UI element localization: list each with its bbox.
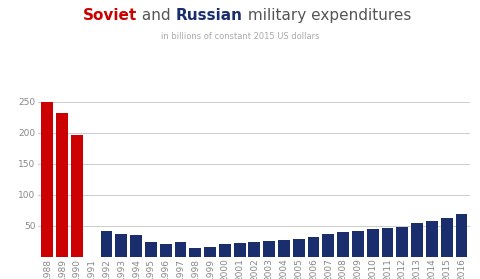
Text: military expenditures: military expenditures [243, 8, 411, 23]
Bar [234, 243, 246, 257]
Bar [263, 240, 275, 257]
Bar [352, 231, 364, 257]
Bar [367, 229, 379, 257]
Bar [71, 135, 83, 257]
Bar [100, 231, 112, 257]
Bar [396, 227, 408, 257]
Bar [145, 242, 157, 257]
Text: Russian: Russian [176, 8, 243, 23]
Bar [175, 242, 186, 257]
Bar [56, 113, 68, 257]
Bar [441, 218, 453, 257]
Bar [337, 232, 349, 257]
Bar [219, 244, 231, 257]
Bar [308, 237, 320, 257]
Text: Soviet: Soviet [83, 8, 137, 23]
Bar [249, 242, 260, 257]
Bar [41, 102, 53, 257]
Bar [293, 239, 305, 257]
Text: in billions of constant 2015 US dollars: in billions of constant 2015 US dollars [161, 32, 319, 41]
Bar [115, 234, 127, 257]
Bar [382, 228, 394, 257]
Bar [160, 244, 171, 257]
Bar [323, 234, 334, 257]
Bar [456, 214, 468, 257]
Bar [426, 221, 438, 257]
Bar [278, 240, 290, 257]
Text: and: and [137, 8, 176, 23]
Bar [130, 235, 142, 257]
Bar [189, 248, 201, 257]
Bar [204, 247, 216, 257]
Bar [411, 223, 423, 257]
